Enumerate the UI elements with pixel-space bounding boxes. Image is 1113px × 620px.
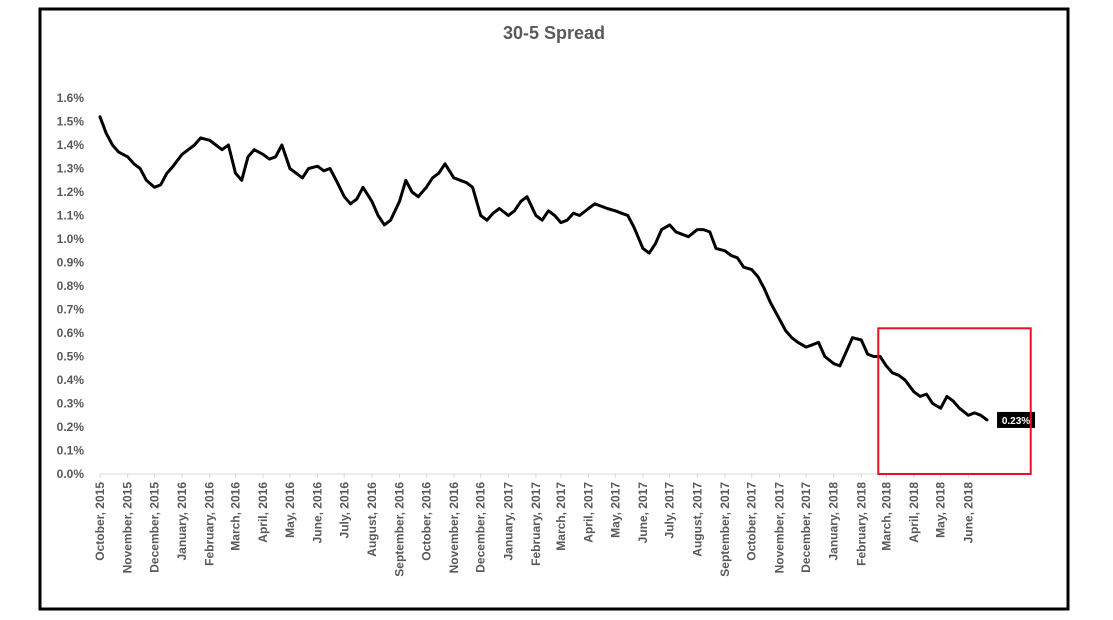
y-tick-label: 0.2% xyxy=(57,420,85,434)
chart-border xyxy=(38,7,1070,611)
x-tick-label: February, 2017 xyxy=(529,482,543,566)
y-tick-label: 0.4% xyxy=(57,373,85,387)
x-tick-label: January, 2016 xyxy=(175,482,189,561)
x-tick-label: November, 2015 xyxy=(121,482,135,574)
y-tick-label: 0.3% xyxy=(57,397,85,411)
y-tick-label: 1.2% xyxy=(57,185,85,199)
last-value-label-box xyxy=(997,411,1036,428)
x-tick-label: November, 2016 xyxy=(447,482,461,574)
x-tick-label: May, 2018 xyxy=(934,482,948,538)
x-tick-label: August, 2017 xyxy=(690,482,704,557)
x-tick-label: October, 2015 xyxy=(93,482,107,561)
highlight-box xyxy=(877,327,1032,475)
y-axis-tick-labels: 0.0% 0.1% 0.2% 0.3% 0.4% 0.5% 0.6% 0.7% 0.8% 0.9%… xyxy=(57,91,85,481)
x-axis-tick-marks xyxy=(99,474,969,478)
x-tick-label: March, 2018 xyxy=(879,482,893,551)
x-tick-label: July, 2017 xyxy=(663,482,677,539)
x-tick-label: September, 2017 xyxy=(718,482,732,577)
x-tick-label: June, 2018 xyxy=(961,482,975,544)
x-tick-label: April, 2018 xyxy=(907,482,921,543)
y-tick-label: 0.1% xyxy=(57,444,85,458)
x-tick-label: February, 2016 xyxy=(203,482,217,566)
last-value-label: 0.23% xyxy=(1002,416,1030,427)
y-tick-label: 0.0% xyxy=(57,467,85,481)
y-tick-label: 1.6% xyxy=(57,91,85,105)
x-tick-label: May, 2016 xyxy=(283,482,297,538)
chart-title: 30-5 Spread xyxy=(503,23,605,43)
x-tick-label: October, 2016 xyxy=(419,482,433,561)
y-tick-label: 0.5% xyxy=(57,350,85,364)
x-tick-label: November, 2017 xyxy=(772,482,786,574)
x-tick-label: August, 2016 xyxy=(365,482,379,557)
x-tick-label: May, 2017 xyxy=(608,482,622,538)
x-tick-label: December, 2016 xyxy=(474,482,488,573)
x-tick-label: January, 2018 xyxy=(827,482,841,561)
x-tick-label: March, 2017 xyxy=(554,482,568,551)
x-tick-label: December, 2015 xyxy=(147,482,161,573)
y-tick-label: 1.4% xyxy=(57,138,85,152)
x-tick-label: April, 2016 xyxy=(256,482,270,543)
x-tick-label: June, 2016 xyxy=(311,482,325,544)
series-line xyxy=(98,115,989,422)
x-tick-label: June, 2017 xyxy=(636,482,650,544)
y-tick-label: 0.8% xyxy=(57,279,85,293)
y-tick-label: 1.0% xyxy=(57,232,85,246)
x-axis-tick-labels: October, 2015 November, 2015 December, 201… xyxy=(93,482,975,577)
y-tick-label: 0.7% xyxy=(57,303,85,317)
x-tick-label: April, 2017 xyxy=(582,482,596,543)
x-tick-label: March, 2016 xyxy=(229,482,243,551)
y-tick-label: 1.1% xyxy=(57,209,85,223)
x-tick-label: December, 2017 xyxy=(799,482,813,573)
x-tick-label: February, 2018 xyxy=(854,482,868,566)
series-layer xyxy=(98,115,989,422)
annotation-layer: 0.23% xyxy=(877,327,1036,475)
y-tick-label: 1.3% xyxy=(57,162,85,176)
x-tick-label: September, 2016 xyxy=(393,482,407,577)
x-tick-label: January, 2017 xyxy=(501,482,515,561)
x-tick-label: October, 2017 xyxy=(745,482,759,561)
x-tick-label: July, 2016 xyxy=(337,482,351,539)
y-tick-label: 0.6% xyxy=(57,326,85,340)
y-tick-label: 0.9% xyxy=(57,256,85,270)
y-tick-label: 1.5% xyxy=(57,115,85,129)
